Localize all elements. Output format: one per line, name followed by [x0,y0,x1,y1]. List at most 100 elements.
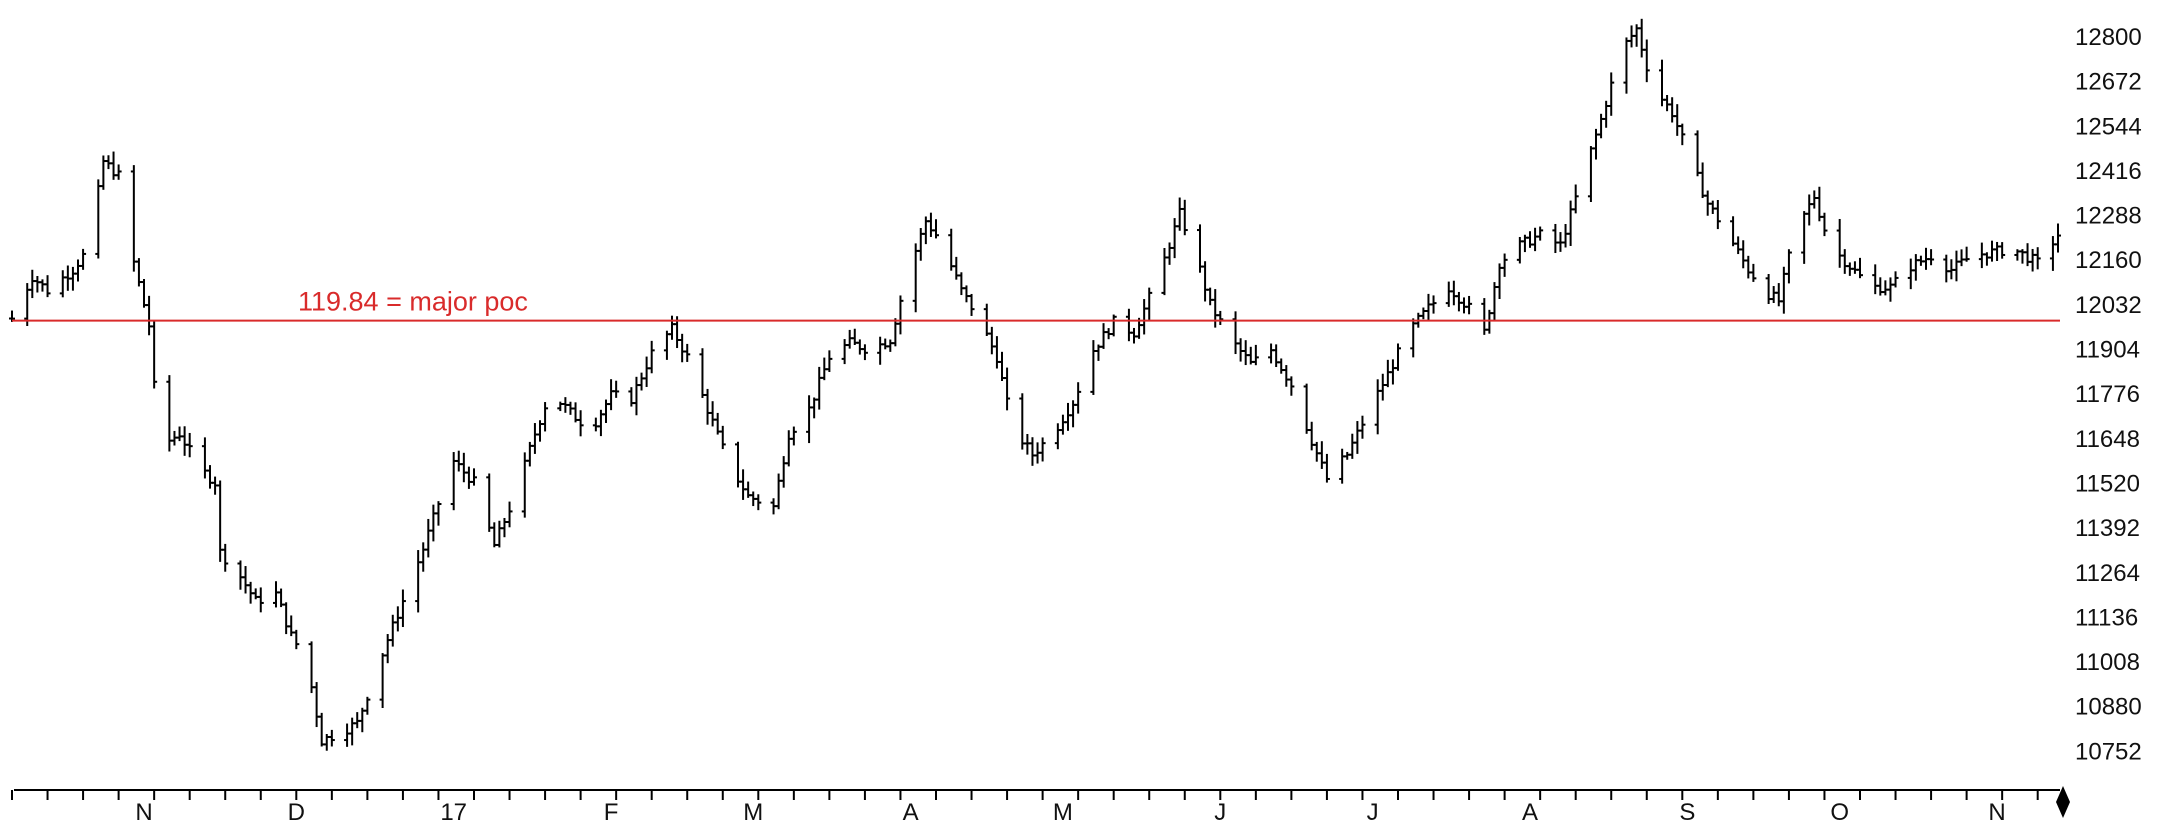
ohlc-bar [1567,200,1574,246]
ohlc-bar [69,266,76,291]
ohlc-bar [415,550,422,613]
ohlc-bar [1450,280,1457,306]
ohlc-bar [207,465,213,489]
ohlc-bar [1994,241,2001,262]
x-axis: N D 17 F M A M J J A S O N [11,789,2060,826]
ohlc-bar [273,581,279,608]
ohlc-bar [181,426,188,456]
ohlc-bar [95,179,102,259]
x-tick-label: N [1988,799,2005,826]
ohlc-bar [1430,295,1437,314]
ohlc-bar [1374,379,1381,435]
ohlc-bar [146,295,153,336]
ohlc-bar [1694,130,1701,177]
ohlc-bar [699,348,706,398]
ohlc-bar [176,426,183,442]
x-tick-label: A [903,799,919,826]
ohlc-bar [1075,382,1082,414]
ohlc-bar [1039,437,1046,462]
ohlc-bar [1146,287,1153,320]
ohlc-bar [379,653,386,708]
ohlc-bar [1775,283,1782,307]
ohlc-bar [283,602,290,635]
ohlc-bar [999,351,1005,382]
x-tick-label: S [1679,799,1695,826]
ohlc-bar [1288,376,1295,396]
ohlc-bar [1252,344,1259,366]
ohlc-bar [115,164,122,180]
ohlc-bar [1425,293,1432,322]
ohlc-bar [577,410,584,437]
ohlc-bar [1983,252,1990,266]
ohlc-bar [1872,264,1879,295]
ohlc-bar [735,441,741,488]
ohlc-bar [384,634,391,664]
ohlc-bar [1318,441,1325,469]
ohlc-bar [394,606,401,632]
y-tick-label: 12800 [2075,24,2142,51]
ohlc-bar [471,468,477,486]
ohlc-bar [1501,253,1508,277]
ohlc-bar [1313,441,1320,462]
ohlc-bar [328,729,335,747]
x-tick-label: J [1214,799,1226,826]
ohlc-bar [1785,249,1792,284]
ohlc-bar [542,402,549,432]
ohlc-bar [1166,242,1173,265]
ohlc-bar [988,326,995,355]
ohlc-bar [912,243,919,313]
major-poc-group: 119.84 = major poc [12,287,2060,322]
ohlc-bar [1608,72,1615,116]
ohlc-bar [389,614,396,647]
ohlc-bar [1989,240,1995,262]
ohlc-bar [501,517,508,538]
ohlc-bar [1552,223,1559,254]
ohlc-bar [1836,218,1843,268]
ohlc-bar [958,272,965,296]
ohlc-bar [1811,190,1818,209]
y-tick-label: 11136 [2075,604,2138,631]
ohlc-bar [105,155,112,170]
y-tick-label: 11392 [2075,515,2140,542]
ohlc-bar [669,315,675,340]
ohlc-bar [1268,343,1275,364]
ohlc-bar [1323,453,1330,483]
ohlc-bar [882,338,889,350]
ohlc-bar [1176,197,1183,231]
y-tick-label: 12160 [2075,247,2142,274]
ohlc-bar [1466,295,1473,315]
ohlc-bar [856,339,863,355]
ohlc-bar [1181,199,1188,236]
ohlc-bar [313,682,320,728]
ohlc-bar [933,219,939,239]
ohlc-bar [775,473,782,510]
ohlc-bar [1963,246,1970,262]
ohlc-bar [826,350,833,372]
ohlc-bar [1354,421,1361,454]
ohlc-bar [643,356,650,387]
ohlc-bar [897,295,904,335]
ohlc-bar [1059,414,1066,435]
x-tick-label: N [135,799,152,826]
ohlc-bar [1455,291,1462,312]
ohlc-bar [1141,299,1148,335]
ohlc-bar [1212,289,1219,328]
ohlc-bar [1217,310,1224,325]
ohlc-bar [608,379,615,411]
ohlc-bar [679,333,686,363]
ohlc-bar [648,340,655,374]
ohlc-bar [2034,247,2041,270]
ohlc-bar [399,589,406,628]
y-tick-label: 11008 [2075,649,2140,676]
ohlc-bar [521,452,528,518]
ohlc-bar [420,542,427,572]
ohlc-bar [1740,240,1747,269]
ohlc-bar [430,504,437,542]
ohlc-bar [34,275,41,293]
ohlc-bar [1750,263,1757,282]
ohlc-bar [2055,223,2061,253]
ohlc-bar [592,417,599,432]
ohlc-bar [1379,373,1386,401]
ohlc-bar [633,376,640,416]
